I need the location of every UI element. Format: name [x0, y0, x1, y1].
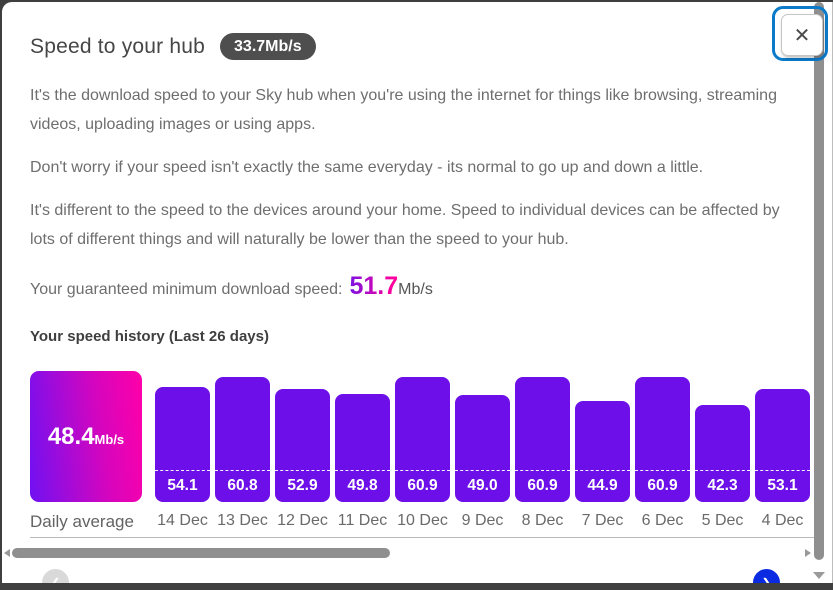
day-column: 60.9 6 Dec [635, 371, 690, 532]
day-column: 42.3 5 Dec [695, 371, 750, 532]
speed-bar: 53.1 [755, 389, 810, 502]
bar-date-label: 13 Dec [217, 512, 268, 529]
day-column: 60.8 13 Dec [215, 371, 270, 532]
bar-value-label: 60.9 [407, 477, 438, 494]
speed-bar: 60.8 [215, 377, 270, 502]
bar-date-label: 8 Dec [521, 512, 564, 529]
dialog-content: Speed to your hub 33.7Mb/s It's the down… [2, 2, 832, 538]
speed-bar: 49.8 [335, 394, 390, 502]
speed-badge: 33.7Mb/s [220, 33, 316, 60]
bar-value-label: 49.0 [467, 477, 498, 494]
scroll-left-arrow-icon[interactable] [4, 549, 10, 557]
bar-value-label: 44.9 [587, 477, 618, 494]
guaranteed-speed-value: 51.7 [349, 272, 399, 300]
scroll-down-arrow-icon[interactable] [813, 572, 825, 579]
daily-average-unit: Mb/s [94, 431, 125, 447]
day-column: 44.9 7 Dec [575, 371, 630, 532]
bar-value-label: 52.9 [287, 477, 318, 494]
chart-horizontal-scrollbar[interactable] [2, 546, 814, 560]
day-column: 49.0 9 Dec [455, 371, 510, 532]
daily-average-label: Daily average [30, 512, 134, 531]
daily-average-text: 48.4 Mb/s [48, 423, 124, 451]
description-paragraph-2: Don't worry if your speed isn't exactly … [30, 159, 704, 176]
bar-value-label: 53.1 [767, 477, 798, 494]
horizontal-scrollbar-thumb[interactable] [12, 548, 390, 558]
description-paragraph-1: It's the download speed to your Sky hub … [30, 87, 777, 133]
daily-average-column: 48.4 Mb/s Daily average [30, 371, 142, 532]
speed-bar: 54.1 [155, 387, 210, 502]
daily-average-tile: 48.4 Mb/s [30, 371, 142, 502]
guaranteed-speed-unit: Mb/s [398, 281, 433, 298]
bar-value-label: 60.9 [527, 477, 558, 494]
speed-bar: 60.9 [395, 377, 450, 502]
speed-bar: 52.9 [275, 389, 330, 502]
guaranteed-speed-label: Your guaranteed minimum download speed: [30, 281, 343, 298]
day-column: 52.9 12 Dec [275, 371, 330, 532]
speed-bar: 60.9 [635, 377, 690, 502]
bar-value-label: 60.8 [227, 477, 258, 494]
scroll-right-arrow-icon[interactable] [805, 549, 811, 557]
history-heading: Your speed history (Last 26 days) [30, 328, 269, 345]
bar-value-label: 54.1 [167, 477, 198, 494]
bar-date-label: 14 Dec [157, 512, 208, 529]
next-days-button[interactable]: ❯ [753, 569, 780, 583]
description-paragraph-3: It's different to the speed to the devic… [30, 202, 780, 248]
title-row: Speed to your hub 33.7Mb/s [30, 33, 832, 60]
speed-history-chart[interactable]: 48.4 Mb/s Daily average 54.1 14 Dec 60.8 13 … [30, 371, 818, 532]
guaranteed-speed-line: Your guaranteed minimum download speed: 5… [30, 271, 832, 305]
bar-date-label: 6 Dec [641, 512, 684, 529]
close-icon[interactable]: ✕ [781, 14, 823, 56]
chart-divider [30, 537, 816, 538]
day-column: 49.8 11 Dec [335, 371, 390, 532]
bars-container: 54.1 14 Dec 60.8 13 Dec 52.9 12 Dec 49.8 11 Dec… [155, 371, 818, 532]
daily-average-value: 48.4 [47, 422, 95, 450]
bar-value-label: 60.9 [647, 477, 678, 494]
bar-date-label: 11 Dec [337, 512, 388, 529]
day-column: 53.1 4 Dec [755, 371, 810, 532]
vertical-scrollbar-thumb[interactable] [814, 2, 824, 560]
dialog-title: Speed to your hub [30, 34, 206, 58]
close-button[interactable]: ✕ [772, 6, 828, 61]
day-column: 60.9 10 Dec [395, 371, 450, 532]
day-column: 54.1 14 Dec [155, 371, 210, 532]
previous-days-button[interactable]: ❮ [42, 569, 69, 583]
bar-date-label: 5 Dec [701, 512, 744, 529]
bar-date-label: 4 Dec [761, 512, 804, 529]
bar-value-label: 49.8 [347, 477, 378, 494]
speed-bar: 42.3 [695, 405, 750, 502]
speed-bar: 49.0 [455, 395, 510, 502]
bar-value-label: 42.3 [707, 477, 738, 494]
bar-date-label: 10 Dec [397, 512, 448, 529]
bar-date-label: 12 Dec [277, 512, 328, 529]
bar-date-label: 7 Dec [581, 512, 624, 529]
speed-bar: 44.9 [575, 401, 630, 502]
day-column: 60.9 8 Dec [515, 371, 570, 532]
speed-bar: 60.9 [515, 377, 570, 502]
bar-date-label: 9 Dec [461, 512, 504, 529]
